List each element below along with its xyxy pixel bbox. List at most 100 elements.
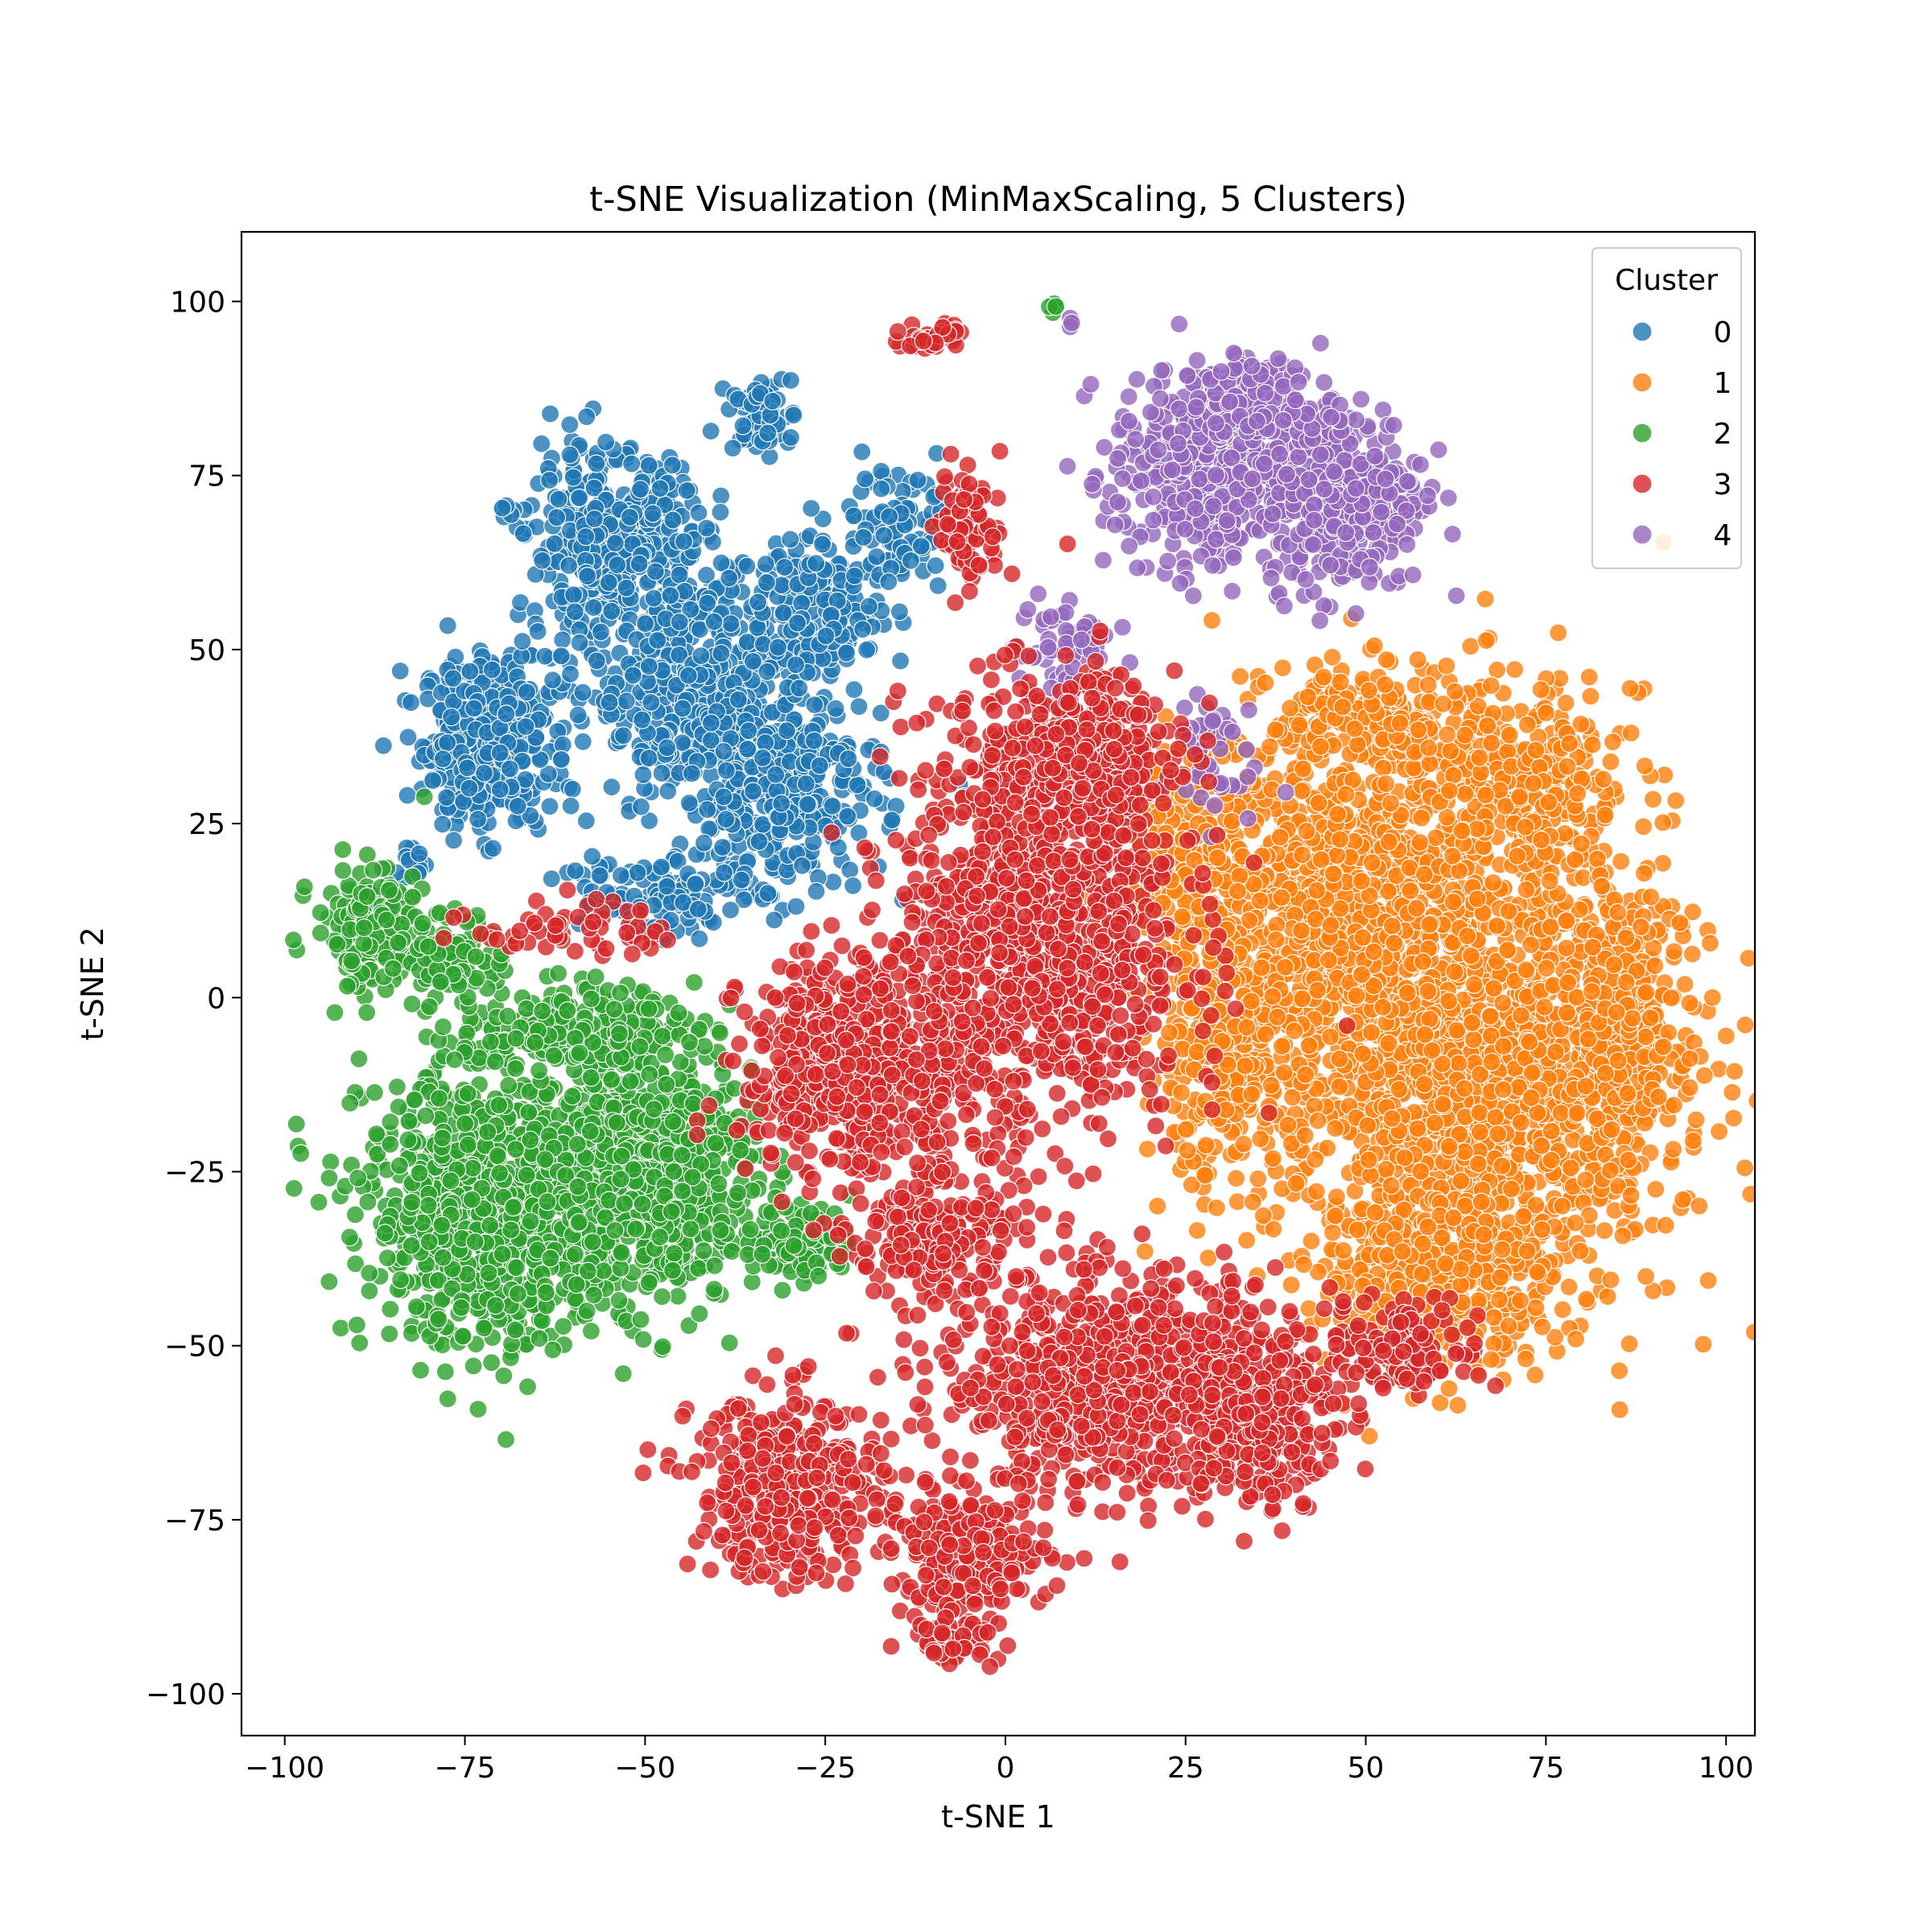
data-point bbox=[566, 861, 585, 881]
data-point bbox=[1443, 846, 1463, 866]
data-point bbox=[867, 547, 886, 567]
data-point bbox=[838, 807, 857, 826]
data-point bbox=[1505, 660, 1525, 679]
data-point bbox=[1541, 917, 1560, 937]
data-point bbox=[674, 531, 694, 551]
data-point bbox=[1517, 960, 1536, 980]
data-point bbox=[1395, 1148, 1414, 1167]
data-point bbox=[1546, 1042, 1565, 1062]
data-point bbox=[1486, 1108, 1505, 1127]
data-point bbox=[663, 456, 682, 475]
data-point bbox=[1608, 902, 1628, 923]
data-point bbox=[1700, 933, 1719, 953]
data-point bbox=[1665, 942, 1684, 961]
data-point bbox=[1326, 1119, 1345, 1138]
data-point bbox=[1558, 972, 1578, 993]
data-point bbox=[1414, 865, 1435, 884]
data-point bbox=[532, 551, 552, 570]
data-point bbox=[508, 796, 527, 816]
data-point bbox=[1135, 1241, 1154, 1261]
data-point bbox=[1699, 1271, 1718, 1290]
data-point bbox=[1470, 1122, 1490, 1142]
data-point bbox=[1511, 1005, 1531, 1026]
data-point bbox=[1621, 723, 1641, 743]
data-point bbox=[1352, 965, 1372, 985]
data-point bbox=[639, 657, 658, 676]
data-point bbox=[733, 416, 753, 436]
data-point bbox=[1294, 759, 1313, 778]
data-point bbox=[857, 640, 877, 659]
data-point bbox=[1422, 1041, 1442, 1060]
data-point bbox=[577, 407, 597, 427]
data-point bbox=[1379, 1034, 1398, 1053]
data-point bbox=[1598, 1286, 1617, 1307]
data-point bbox=[1373, 997, 1393, 1017]
data-point bbox=[642, 692, 661, 712]
data-point bbox=[438, 616, 457, 635]
data-point bbox=[1407, 898, 1426, 918]
data-point bbox=[1609, 1361, 1629, 1381]
data-point bbox=[1602, 1120, 1621, 1139]
data-point bbox=[1328, 804, 1348, 824]
data-point bbox=[1664, 1139, 1683, 1159]
data-point bbox=[1582, 982, 1602, 1001]
data-point bbox=[1439, 1137, 1459, 1156]
data-point bbox=[553, 630, 572, 650]
data-point bbox=[720, 900, 741, 920]
data-point bbox=[872, 479, 891, 498]
data-point bbox=[1600, 1161, 1620, 1180]
data-point bbox=[1468, 889, 1487, 909]
data-point bbox=[1498, 940, 1517, 960]
data-point bbox=[551, 749, 571, 770]
data-point bbox=[775, 558, 795, 577]
data-point bbox=[564, 468, 583, 487]
data-point bbox=[493, 498, 512, 518]
data-point bbox=[679, 793, 699, 813]
data-point bbox=[682, 764, 702, 783]
data-point bbox=[1675, 974, 1695, 994]
series-0-points bbox=[374, 369, 977, 950]
data-point bbox=[1470, 1103, 1489, 1123]
data-point bbox=[1583, 735, 1602, 754]
data-point bbox=[1379, 832, 1399, 852]
data-point bbox=[1587, 849, 1608, 869]
data-point bbox=[1645, 956, 1665, 976]
data-point bbox=[510, 592, 530, 613]
data-point bbox=[670, 565, 689, 584]
data-point bbox=[631, 797, 651, 816]
data-point bbox=[1686, 1110, 1706, 1129]
data-point bbox=[1531, 830, 1551, 850]
data-point bbox=[587, 651, 606, 671]
data-point bbox=[1452, 821, 1472, 840]
data-point bbox=[1439, 781, 1459, 801]
data-point bbox=[608, 555, 627, 575]
data-point bbox=[500, 759, 520, 778]
data-point bbox=[714, 863, 734, 882]
data-point bbox=[1420, 1009, 1439, 1029]
data-point bbox=[1558, 757, 1577, 776]
data-point bbox=[1482, 1052, 1501, 1071]
data-point bbox=[542, 869, 561, 889]
data-point bbox=[444, 669, 463, 688]
data-point bbox=[1321, 915, 1340, 935]
data-point bbox=[1311, 850, 1331, 869]
data-point bbox=[712, 644, 731, 663]
data-point bbox=[1385, 933, 1404, 953]
data-point bbox=[1621, 1186, 1641, 1205]
data-point bbox=[521, 806, 540, 825]
data-point bbox=[1557, 910, 1576, 931]
data-point bbox=[460, 778, 479, 798]
data-point bbox=[547, 508, 567, 527]
data-point bbox=[743, 782, 763, 801]
data-point bbox=[549, 489, 568, 509]
data-point bbox=[1420, 914, 1439, 935]
data-point bbox=[1549, 623, 1568, 642]
data-point bbox=[483, 839, 503, 858]
data-point bbox=[823, 796, 842, 816]
data-point bbox=[1458, 927, 1477, 946]
data-point bbox=[497, 704, 516, 724]
data-point bbox=[758, 662, 777, 681]
data-point bbox=[1556, 693, 1575, 712]
data-point bbox=[711, 486, 731, 506]
data-point bbox=[1680, 993, 1699, 1013]
